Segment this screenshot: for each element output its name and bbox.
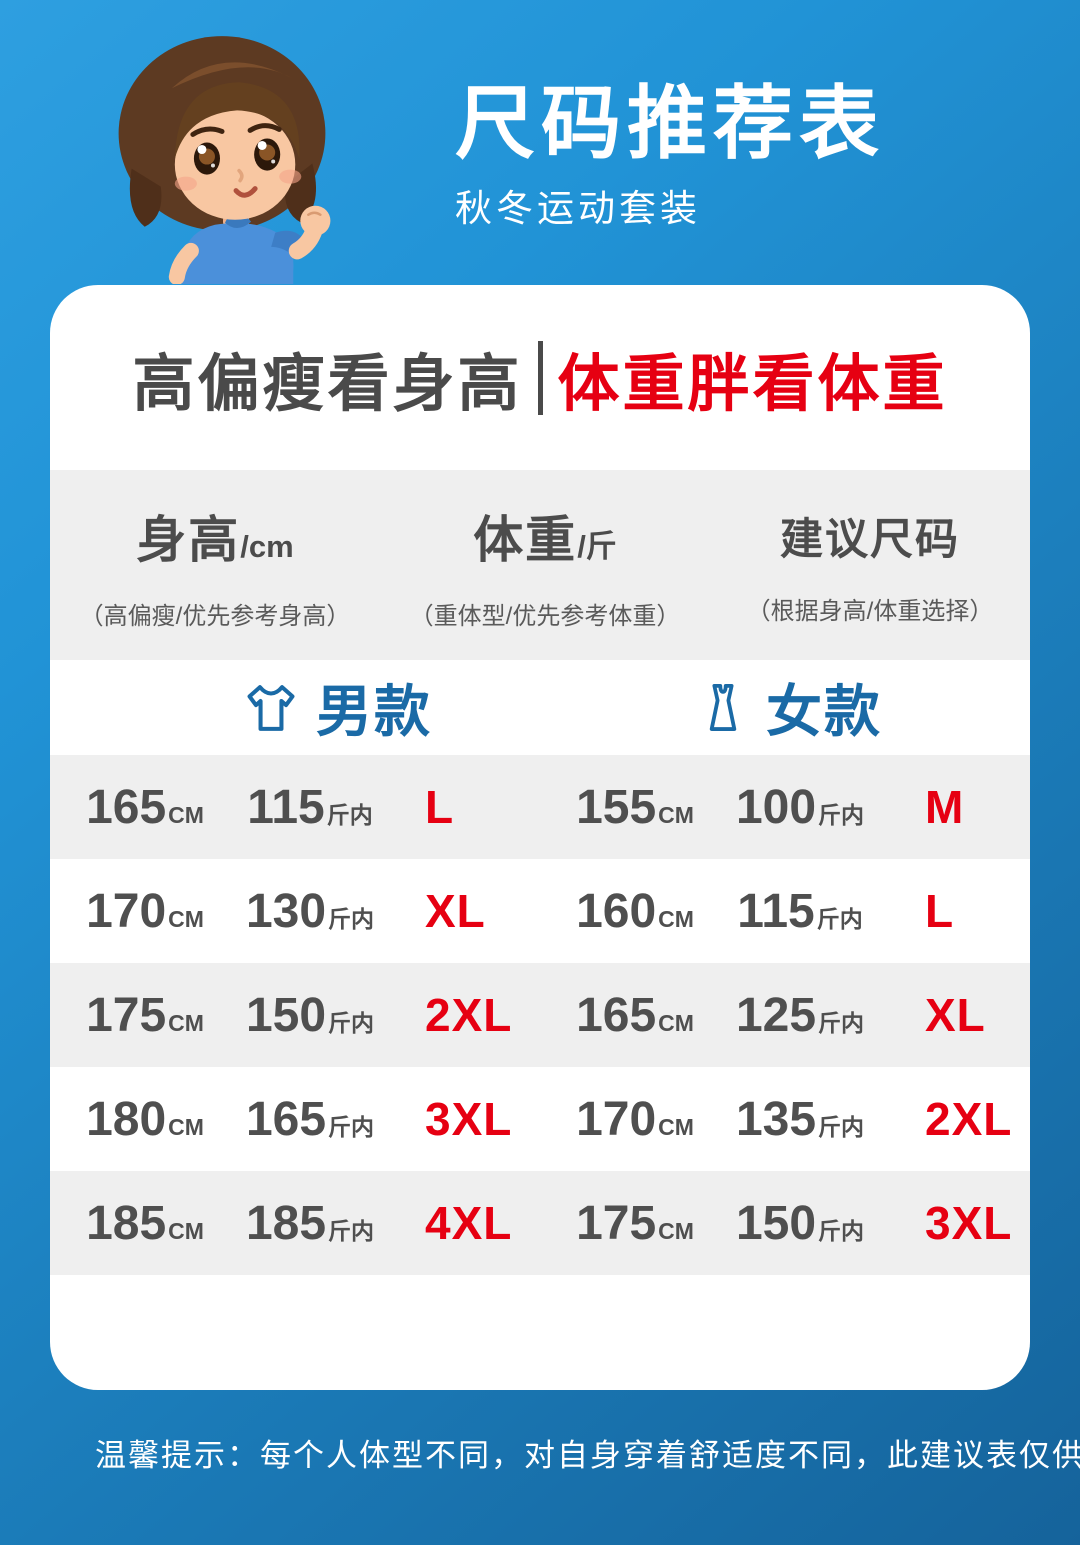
female-section-header: 女款 (544, 660, 1030, 755)
male-size-cell: XL (425, 885, 486, 937)
male-height-cell: 185 CM (86, 1196, 204, 1250)
female-height-cell: 155 CM (576, 780, 694, 834)
column-header-size: 建议尺码 （根据身高/体重选择） (710, 470, 1030, 660)
table-row: 180 CM 165 斤内 3XL 170 CM 135 斤内 2XL (50, 1067, 1030, 1171)
dress-icon (709, 683, 737, 731)
female-size-cell: XL (925, 989, 986, 1041)
weight-column-title: 体重 (473, 511, 578, 568)
female-size-cell: 2XL (925, 1093, 1013, 1145)
headline-height-text: 高偏瘦看身高 (132, 349, 523, 419)
column-header-height: 身高/cm （高偏瘦/优先参考身高） (50, 470, 380, 660)
table-row: 170 CM 130 斤内 XL 160 CM 115 斤内 L (50, 859, 1030, 963)
table-row: 165 CM 115 斤内 L 155 CM 100 斤内 M (50, 755, 1030, 859)
card-headline: 高偏瘦看身高 体重胖看体重 (50, 285, 1030, 470)
notice-text: 温馨提示：每个人体型不同，对自身穿着舒适度不同，此建议表仅供参考 (95, 1438, 1080, 1473)
column-header-band: 身高/cm （高偏瘦/优先参考身高） 体重/斤 （重体型/优先参考体重） 建议尺… (50, 470, 1030, 660)
weight-column-note: （重体型/优先参考体重） (409, 602, 681, 630)
size-chart-card: 高偏瘦看身高 体重胖看体重 身高/cm （高偏瘦/优先参考身高） 体重/斤 （重… (50, 285, 1030, 1390)
height-column-unit: /cm (240, 528, 294, 564)
male-weight-cell: 150 斤内 (245, 988, 375, 1042)
size-column-title: 建议尺码 (780, 515, 960, 564)
male-height-cell: 170 CM (86, 884, 204, 938)
headline-weight-text: 体重胖看体重 (557, 349, 948, 419)
female-height-cell: 165 CM (576, 988, 694, 1042)
male-height-cell: 165 CM (86, 780, 204, 834)
table-row: 185 CM 185 斤内 4XL 175 CM 150 斤内 3XL (50, 1171, 1030, 1275)
headline-divider (537, 340, 543, 415)
mascot-girl-icon (118, 36, 331, 286)
female-size-cell: L (925, 885, 955, 937)
male-weight-cell: 165 斤内 (245, 1092, 375, 1146)
gender-header-row: 男款 女款 (50, 660, 1030, 755)
column-header-weight: 体重/斤 （重体型/优先参考体重） (380, 470, 710, 660)
size-table-rows: 165 CM 115 斤内 L 155 CM 100 斤内 M 170 CM 130 斤内 … (50, 755, 1030, 1275)
mascot-girl-illustration (86, 18, 358, 289)
height-column-title: 身高 (136, 511, 241, 568)
tshirt-icon (247, 684, 295, 731)
male-size-cell: 3XL (425, 1093, 513, 1145)
female-weight-cell: 150 斤内 (735, 1196, 865, 1250)
page-subtitle: 秋冬运动套装 (455, 188, 701, 229)
header: 尺码推荐表 秋冬运动套装 (455, 82, 885, 232)
male-section-header: 男款 (92, 660, 582, 755)
size-column-note: （根据身高/体重选择） (746, 597, 994, 625)
male-weight-cell: 115 斤内 (247, 780, 373, 834)
female-weight-cell: 135 斤内 (735, 1092, 865, 1146)
female-size-cell: 3XL (925, 1197, 1013, 1249)
female-size-cell: M (925, 781, 965, 833)
female-height-cell: 175 CM (576, 1196, 694, 1250)
male-size-cell: 2XL (425, 989, 513, 1041)
female-section-label: 女款 (766, 680, 882, 743)
male-height-cell: 180 CM (86, 1092, 204, 1146)
male-height-cell: 175 CM (86, 988, 204, 1042)
female-height-cell: 170 CM (576, 1092, 694, 1146)
male-section-label: 男款 (316, 680, 432, 743)
male-size-cell: 4XL (425, 1197, 513, 1249)
page-title: 尺码推荐表 (455, 79, 885, 168)
weight-column-unit: /斤 (577, 528, 617, 564)
table-row: 175 CM 150 斤内 2XL 165 CM 125 斤内 XL (50, 963, 1030, 1067)
female-weight-cell: 125 斤内 (735, 988, 865, 1042)
height-column-note: （高偏瘦/优先参考身高） (79, 602, 351, 630)
male-weight-cell: 130 斤内 (245, 884, 375, 938)
male-size-cell: L (425, 781, 455, 833)
male-weight-cell: 185 斤内 (245, 1196, 375, 1250)
female-weight-cell: 115 斤内 (737, 884, 863, 938)
female-height-cell: 160 CM (576, 884, 694, 938)
female-weight-cell: 100 斤内 (735, 780, 865, 834)
